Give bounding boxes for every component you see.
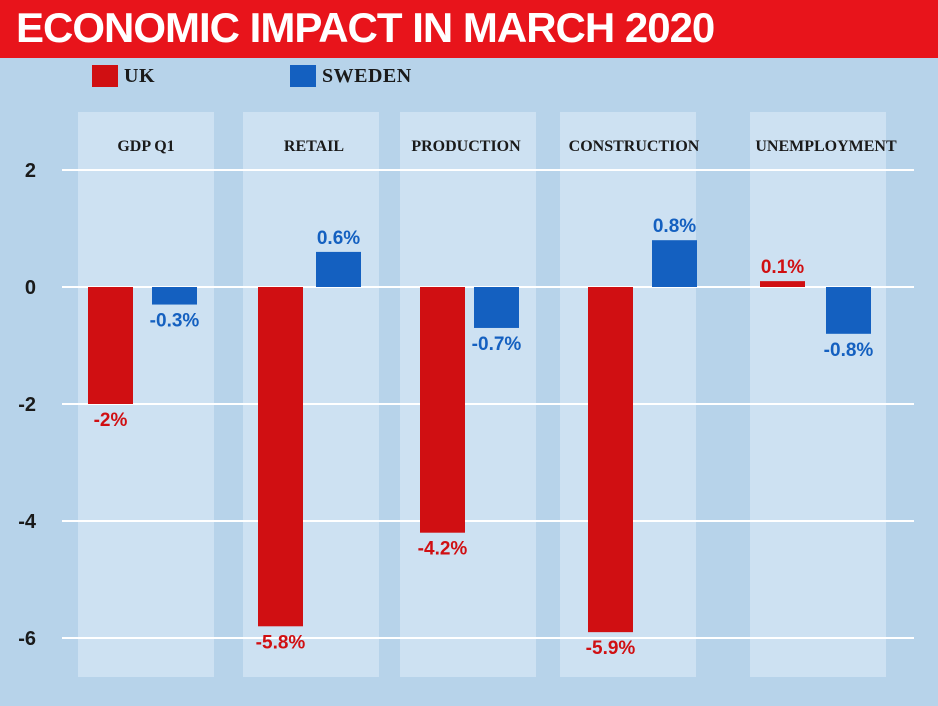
bar-sweden-5 bbox=[826, 287, 871, 334]
category-label-2: RETAIL bbox=[284, 138, 344, 155]
data-label-sweden-2: 0.6% bbox=[317, 228, 360, 249]
title-bar: ECONOMIC IMPACT IN MARCH 2020 bbox=[0, 0, 938, 58]
bar-uk-1 bbox=[88, 287, 133, 404]
data-label-uk-4: -5.9% bbox=[586, 638, 636, 659]
data-label-uk-1: -2% bbox=[94, 410, 128, 431]
bar-uk-5 bbox=[760, 281, 805, 287]
bar-uk-2 bbox=[258, 287, 303, 627]
legend-swatch-uk bbox=[92, 65, 118, 87]
bar-uk-4 bbox=[588, 287, 633, 633]
data-label-uk-5: 0.1% bbox=[761, 257, 804, 278]
legend-item-sweden: SWEDEN bbox=[290, 64, 412, 88]
bar-sweden-4 bbox=[652, 240, 697, 287]
chart-title: ECONOMIC IMPACT IN MARCH 2020 bbox=[16, 4, 715, 51]
legend-label-uk: UK bbox=[124, 64, 155, 87]
data-label-sweden-1: -0.3% bbox=[150, 311, 200, 332]
y-tick-label-neg4: -4 bbox=[18, 511, 37, 533]
bar-sweden-1 bbox=[152, 287, 197, 305]
category-label-3: PRODUCTION bbox=[411, 138, 521, 155]
bar-sweden-2 bbox=[316, 251, 361, 287]
category-panel-5 bbox=[750, 112, 886, 677]
data-label-sweden-3: -0.7% bbox=[472, 334, 522, 355]
y-tick-label-neg2: -2 bbox=[18, 394, 36, 416]
data-label-sweden-5: -0.8% bbox=[824, 340, 874, 361]
legend-swatch-sweden bbox=[290, 65, 316, 87]
bar-uk-3 bbox=[420, 287, 465, 533]
y-tick-label-2: 2 bbox=[25, 160, 36, 182]
bar-sweden-3 bbox=[474, 287, 519, 328]
y-tick-label-neg6: -6 bbox=[18, 628, 36, 650]
category-label-4: CONSTRUCTION bbox=[569, 138, 700, 155]
y-tick-label-0: 0 bbox=[25, 277, 36, 299]
legend-item-uk: UK bbox=[92, 64, 155, 88]
category-label-1: GDP Q1 bbox=[117, 138, 174, 155]
data-label-uk-2: -5.8% bbox=[256, 632, 306, 653]
legend-label-sweden: SWEDEN bbox=[322, 64, 412, 87]
data-label-sweden-4: 0.8% bbox=[653, 216, 696, 237]
category-label-5: UNEMPLOYMENT bbox=[755, 138, 897, 155]
data-label-uk-3: -4.2% bbox=[418, 539, 468, 560]
